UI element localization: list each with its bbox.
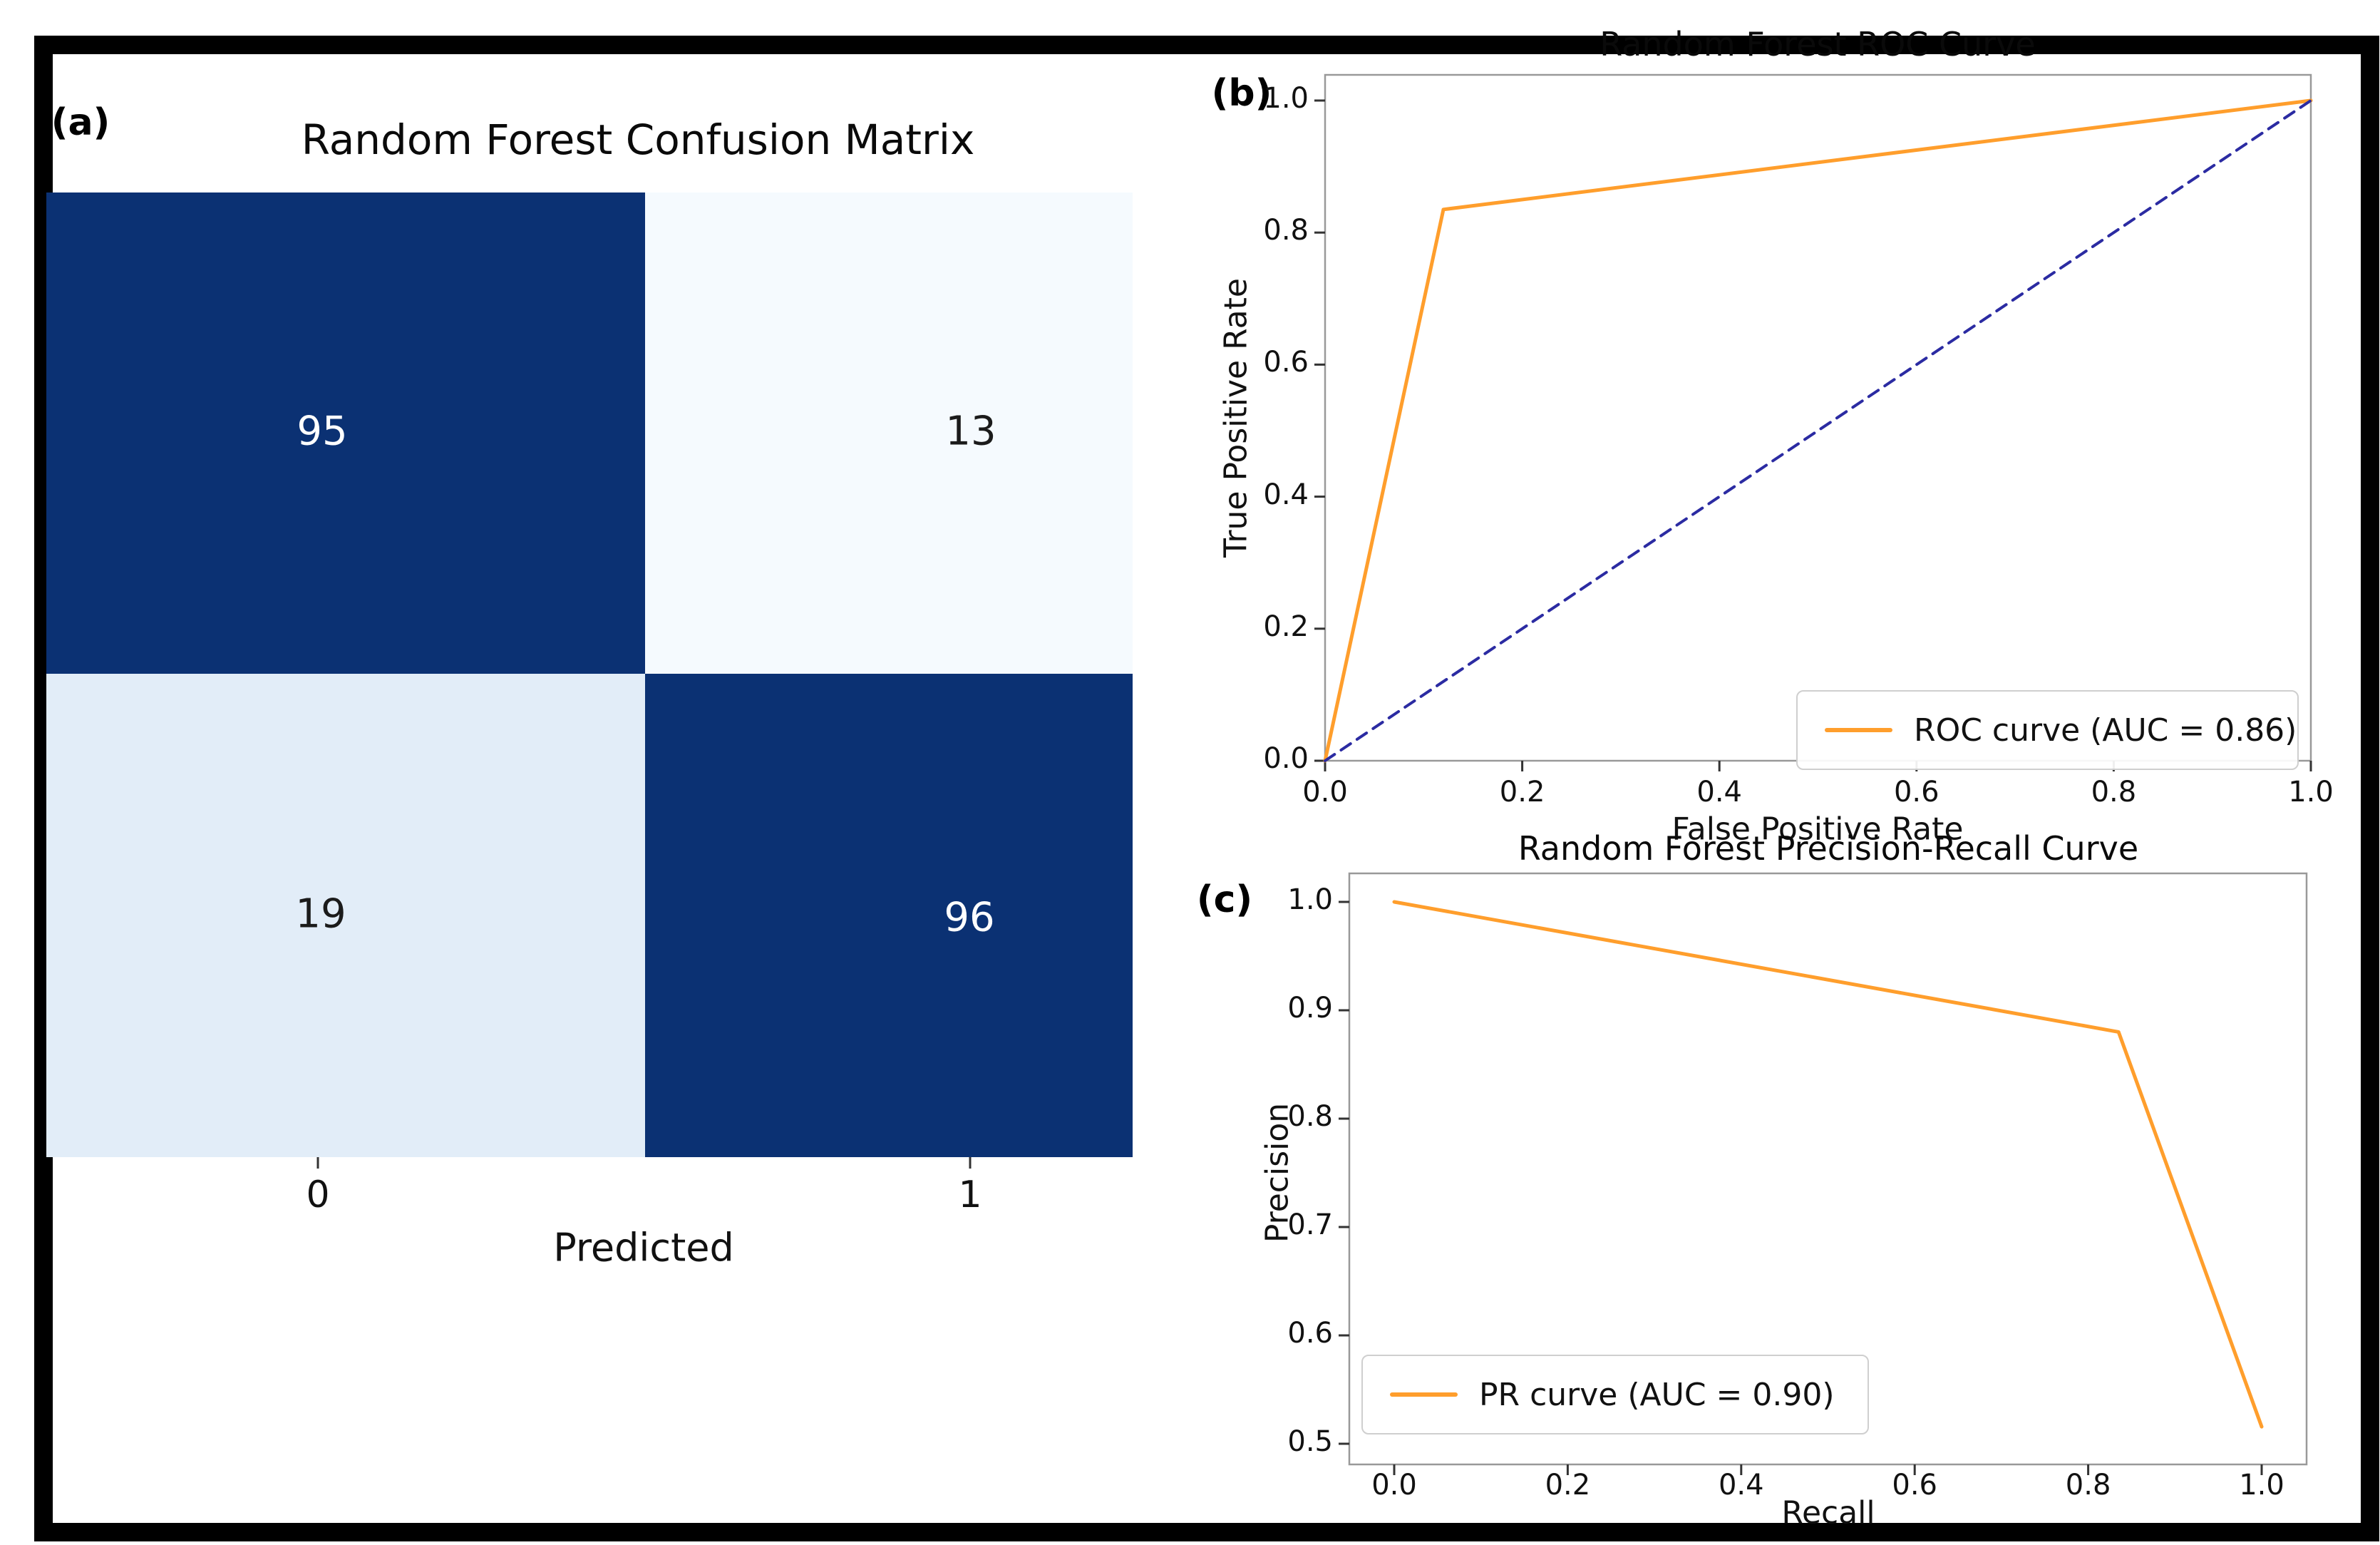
precision-recall-curve-ytick-label-5: 0.5: [1287, 1425, 1333, 1458]
roc-curve-ytick-label-3: 0.4: [1263, 478, 1309, 511]
roc-curve-series-0: [1323, 98, 2313, 763]
confusion-matrix-value-11: 96: [944, 894, 995, 941]
panel-a-label: (a): [51, 101, 110, 144]
pr-xaxis-label: Recall: [1781, 1494, 1875, 1531]
roc-curve-xtick-label-4: 0.8: [2091, 776, 2137, 809]
roc-yaxis-label: True Positive Rate: [1217, 278, 1255, 558]
roc-curve-xtick-label-0: 0.0: [1302, 776, 1348, 809]
figure-border: [34, 36, 2379, 1541]
roc-curve-xtick-label-2: 0.4: [1696, 776, 1742, 809]
confusion-matrix-xlabel: Predicted: [553, 1225, 734, 1271]
confusion-matrix-value-01: 13: [945, 408, 996, 455]
precision-recall-curve-xtick-label-4: 0.8: [2065, 1469, 2111, 1502]
precision-recall-curve-ytick-label-4: 0.6: [1287, 1317, 1333, 1350]
roc-curve-xtick-label-1: 0.2: [1499, 776, 1545, 809]
confusion-matrix-value-00: 95: [297, 408, 348, 455]
roc-curve-ytick-label-0: 1.0: [1263, 82, 1309, 115]
precision-recall-curve-xtick-label-0: 0.0: [1371, 1469, 1417, 1502]
roc-title: Random Forest ROC Curve: [1599, 25, 2036, 63]
pr-legend-label: PR curve (AUC = 0.90): [1479, 1376, 1835, 1413]
roc-legend-label: ROC curve (AUC = 0.86): [1914, 712, 2297, 749]
precision-recall-curve-series-0: [1392, 900, 2264, 1429]
roc-curve-ytick-label-1: 0.8: [1263, 214, 1309, 247]
precision-recall-curve-ytick-label-3: 0.7: [1287, 1208, 1333, 1241]
confusion-matrix-title: Random Forest Confusion Matrix: [301, 116, 975, 164]
roc-curve-xtick-label-5: 1.0: [2288, 776, 2334, 809]
confusion-matrix-cell-true1-pred0: [46, 674, 645, 1157]
precision-recall-curve-ytick-label-2: 0.8: [1287, 1100, 1333, 1133]
roc-curve-xtick-label-3: 0.6: [1893, 776, 1939, 809]
roc-legend: ROC curve (AUC = 0.86): [1796, 690, 2299, 770]
panel-b-label: (b): [1211, 72, 1272, 115]
precision-recall-curve-xtick-label-3: 0.6: [1892, 1469, 1937, 1502]
confusion-matrix-cell-true1-pred1: [645, 674, 1133, 1157]
roc-curve-ytick-label-4: 0.2: [1263, 610, 1309, 643]
roc-curve-spines: [1324, 73, 2312, 762]
roc-xaxis-label: False Positive Rate: [1671, 811, 1964, 848]
roc-legend-line-sample: [1825, 728, 1892, 732]
precision-recall-curve-ytick-label-1: 0.9: [1287, 992, 1333, 1025]
precision-recall-curve-xtick-label-2: 0.4: [1718, 1469, 1764, 1502]
precision-recall-curve-xtick-label-5: 1.0: [2239, 1469, 2284, 1502]
precision-recall-curve-spines: [1348, 872, 2308, 1466]
confusion-matrix-value-10: 19: [295, 890, 346, 938]
panel-c-label: (c): [1196, 878, 1253, 921]
confusion-matrix-xtick-0: 0: [306, 1174, 330, 1216]
roc-curve-ytick-label-2: 0.6: [1263, 346, 1309, 379]
roc-curve-series-1: [1324, 99, 2312, 762]
pr-legend-line-sample: [1390, 1392, 1458, 1397]
roc-curve-ytick-label-5: 0.0: [1263, 742, 1309, 775]
pr-legend: PR curve (AUC = 0.90): [1361, 1355, 1869, 1434]
confusion-matrix-cell-true0-pred0: [46, 193, 645, 674]
precision-recall-curve-xtick-label-1: 0.2: [1545, 1469, 1591, 1502]
confusion-matrix-xtick-1: 1: [958, 1174, 982, 1216]
confusion-matrix-cell-true0-pred1: [645, 193, 1133, 674]
pr-title: Random Forest Precision-Recall Curve: [1518, 829, 2139, 868]
precision-recall-curve-ytick-label-0: 1.0: [1287, 883, 1333, 916]
